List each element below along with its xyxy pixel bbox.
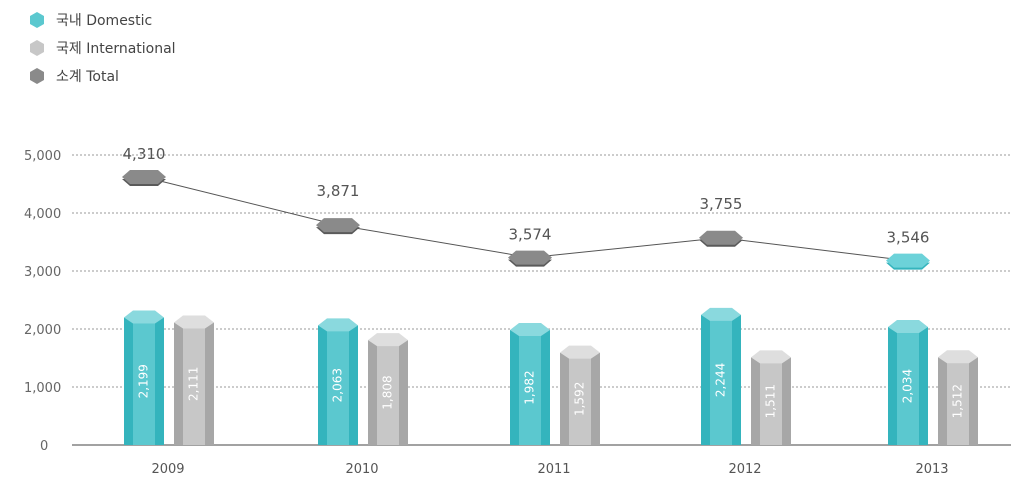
bar-international-side-right (969, 357, 978, 445)
bar-domestic-top (510, 323, 550, 337)
bar-domestic-face (327, 325, 349, 445)
x-axis-labels: 2009 2010 2011 2012 2013 (151, 462, 948, 477)
total-marker (508, 250, 552, 265)
bar-international-face (377, 340, 399, 445)
bar-international-side-right (399, 340, 408, 445)
bar-domestic-face (897, 327, 919, 445)
bar-international-face (569, 352, 591, 445)
bar-international-face (760, 357, 782, 445)
legend-label-total: 소계 Total (56, 69, 119, 85)
bar-international: 1,512 (938, 350, 978, 445)
bar-international-top (751, 350, 791, 364)
bar-international-side-left (938, 357, 947, 445)
legend-item-international: 국제 International (28, 34, 176, 62)
bar-international-label: 1,512 (951, 384, 965, 418)
legend-label-domestic: 국내 Domestic (56, 13, 153, 29)
total-swatch-icon (30, 68, 44, 84)
total-value-label: 3,755 (700, 195, 743, 213)
bar-international-label: 1,808 (381, 375, 395, 409)
legend-label-international: 국제 International (56, 41, 176, 57)
international-swatch-icon (30, 40, 44, 56)
legend-item-domestic: 국내 Domestic (28, 6, 176, 34)
total-marker (122, 170, 166, 184)
total-marker (886, 253, 930, 268)
bar-international-top (368, 333, 408, 347)
total-value-label: 3,574 (509, 226, 552, 244)
bar-domestic-side-right (155, 317, 164, 445)
bar-domestic-top (701, 307, 741, 321)
bar-international: 1,511 (751, 350, 791, 445)
bar-international-side-left (368, 340, 377, 445)
total-line-path (143, 176, 909, 262)
x-tick-label: 2013 (915, 462, 948, 477)
bar-domestic-side-left (888, 327, 897, 445)
bar-international-side-left (560, 352, 569, 445)
bar-international: 1,592 (560, 345, 600, 445)
bar-domestic-side-left (124, 317, 133, 445)
bar-international-side-right (205, 322, 214, 445)
legend: 국내 Domestic 국제 International 소계 Total (28, 6, 176, 90)
bar-international-side-right (591, 352, 600, 445)
total-marker (316, 218, 360, 233)
bar-domestic-side-right (541, 330, 550, 445)
bar-domestic-label: 2,244 (714, 363, 728, 397)
y-tick-label: 1,000 (24, 381, 61, 396)
bar-domestic-side-left (510, 330, 519, 445)
bar-international-top (174, 315, 214, 329)
bar-international-side-right (782, 357, 791, 445)
total-line: 4,310 3,871 3,574 3,755 3,546 (122, 145, 930, 270)
bar-international-label: 2,111 (187, 367, 201, 401)
bar-domestic-label: 1,982 (523, 370, 537, 404)
bar-international-top (938, 350, 978, 364)
y-tick-label: 4,000 (24, 207, 61, 222)
bar-domestic-face (710, 314, 732, 445)
bar-domestic-label: 2,034 (901, 369, 915, 403)
x-tick-label: 2011 (537, 462, 570, 477)
bar-domestic-face (519, 330, 541, 445)
total-value-label: 3,546 (887, 229, 930, 247)
bar-domestic-top (318, 318, 358, 332)
total-marker (699, 230, 743, 245)
bar-domestic-side-right (732, 314, 741, 445)
legend-item-total: 소계 Total (28, 62, 176, 90)
bar-international-face (183, 322, 205, 445)
x-tick-label: 2010 (345, 462, 378, 477)
y-tick-label: 3,000 (24, 265, 61, 280)
total-value-label: 3,871 (317, 182, 360, 200)
bar-domestic-label: 2,063 (331, 368, 345, 402)
bar-domestic-side-left (701, 314, 710, 445)
bar-domestic-side-right (919, 327, 928, 445)
y-tick-label: 2,000 (24, 323, 61, 338)
bar-international-label: 1,511 (764, 384, 778, 418)
bar-international-face (947, 357, 969, 445)
bar-international: 2,111 (174, 315, 214, 445)
bar-international-side-left (174, 322, 183, 445)
bar-international-label: 1,592 (573, 382, 587, 416)
bar-domestic: 2,244 (701, 307, 741, 445)
x-tick-label: 2012 (728, 462, 761, 477)
bar-domestic: 2,199 (124, 310, 164, 445)
bar-domestic: 2,034 (888, 320, 928, 445)
bar-domestic-face (133, 317, 155, 445)
bar-domestic: 1,982 (510, 323, 550, 445)
bar-international-side-left (751, 357, 760, 445)
y-axis-ticks: 0 1,000 2,000 3,000 4,000 5,000 (24, 149, 61, 454)
bar-domestic-label: 2,199 (137, 364, 151, 398)
bar-domestic-top (888, 320, 928, 334)
bar-domestic-side-left (318, 325, 327, 445)
bar-domestic-side-right (349, 325, 358, 445)
bar-international: 1,808 (368, 333, 408, 445)
y-tick-label: 0 (40, 439, 48, 454)
y-tick-label: 5,000 (24, 149, 61, 164)
bars: 2,199 2,111 2,063 1,808 1,982 1,592 2,244 1,511… (124, 307, 978, 445)
bar-domestic-top (124, 310, 164, 324)
bar-international-top (560, 345, 600, 359)
domestic-swatch-icon (30, 12, 44, 28)
bar-domestic: 2,063 (318, 318, 358, 445)
x-tick-label: 2009 (151, 462, 184, 477)
total-value-label: 4,310 (123, 145, 166, 163)
